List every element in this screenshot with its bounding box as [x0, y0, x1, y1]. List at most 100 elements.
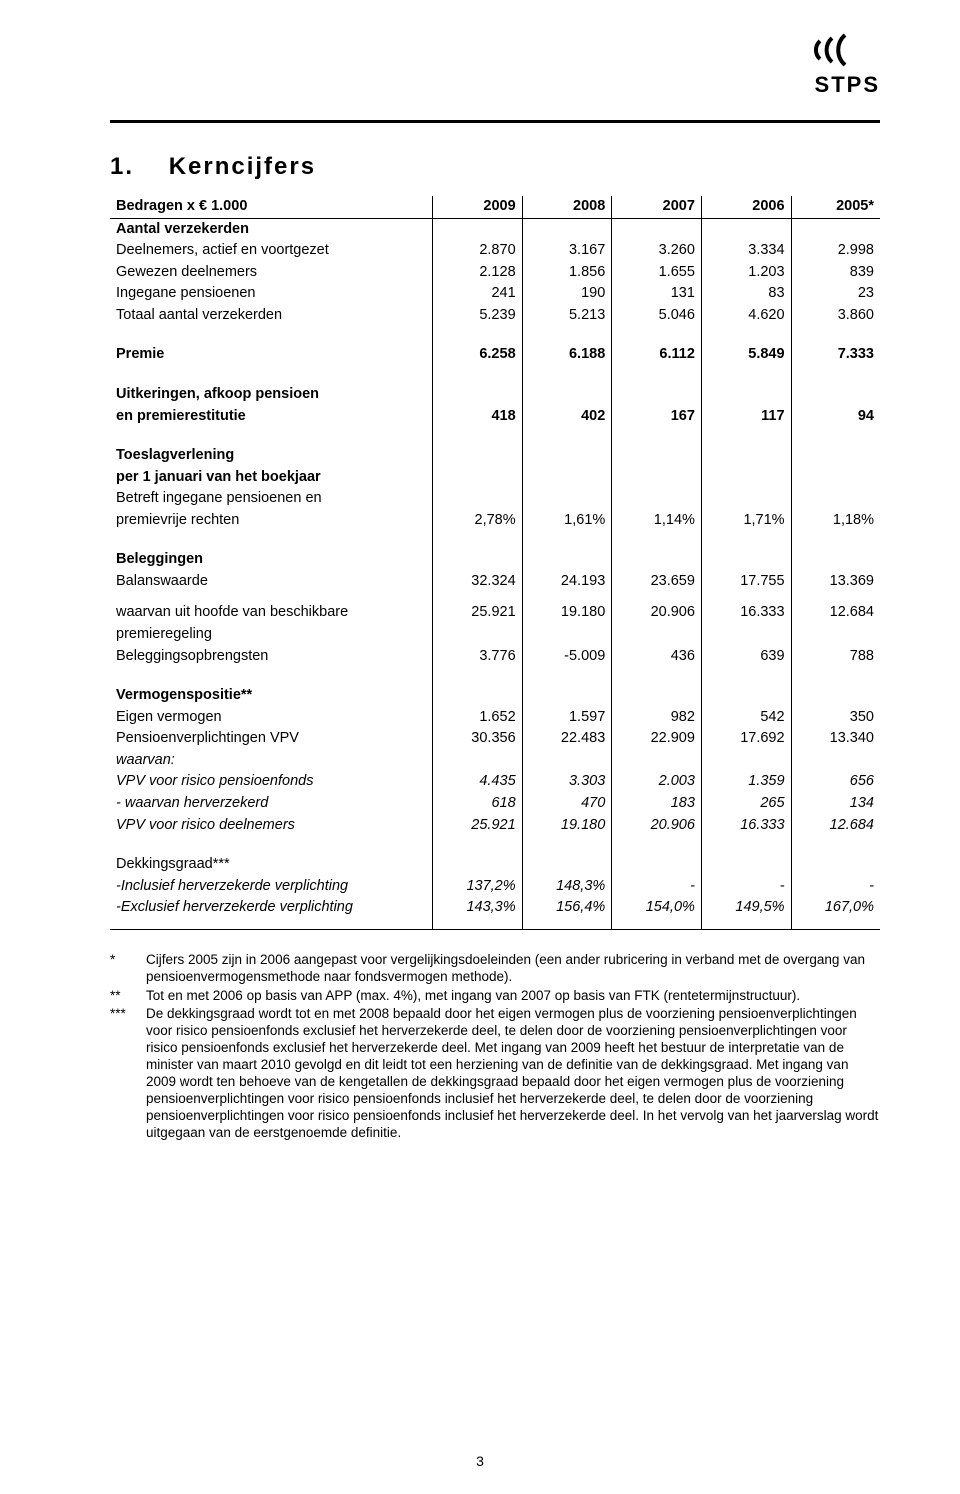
table-row: Balanswaarde 32.32424.19323.65917.75513.… — [110, 571, 880, 593]
table-cell: 6.188 — [522, 344, 612, 366]
table-cell — [612, 219, 702, 241]
table-cell — [791, 219, 880, 241]
table-cell: -5.009 — [522, 646, 612, 668]
row-label: Deelnemers, actief en voortgezet — [110, 240, 433, 262]
table-cell: 167 — [612, 406, 702, 428]
row-label: Gewezen deelnemers — [110, 262, 433, 284]
footnote-text: Cijfers 2005 zijn in 2006 aangepast voor… — [146, 952, 880, 986]
table-cell: 6.112 — [612, 344, 702, 366]
table-row: VPV voor risico deelnemers 25.92119.1802… — [110, 815, 880, 837]
table-cell: 1.655 — [612, 262, 702, 284]
table-cell — [701, 488, 791, 510]
table-cell: 618 — [433, 793, 523, 815]
table-cell: 137,2% — [433, 876, 523, 898]
table-cell: 402 — [522, 406, 612, 428]
table-cell — [791, 624, 880, 646]
spacer-row — [110, 427, 880, 445]
table-row: Beleggingsopbrengsten 3.776-5.0094366397… — [110, 646, 880, 668]
table-cell: 12.684 — [791, 602, 880, 624]
table-cell: 24.193 — [522, 571, 612, 593]
table-cell: 5.849 — [701, 344, 791, 366]
table-row: Vermogenspositie** — [110, 685, 880, 707]
table-cell — [612, 750, 702, 772]
table-row: - waarvan herverzekerd 618470183265134 — [110, 793, 880, 815]
row-label: waarvan: — [110, 750, 433, 772]
spacer-row — [110, 366, 880, 384]
table-cell — [701, 467, 791, 489]
spacer-row — [110, 667, 880, 685]
row-label: Uitkeringen, afkoop pensioen — [110, 384, 433, 406]
table-cell: 154,0% — [612, 897, 702, 919]
table-header-row: Bedragen x € 1.000 2009 2008 2007 2006 2… — [110, 196, 880, 218]
table-cell: 7.333 — [791, 344, 880, 366]
row-label: per 1 januari van het boekjaar — [110, 467, 433, 489]
table-row: Totaal aantal verzekerden 5.2395.2135.04… — [110, 305, 880, 327]
table-cell: 982 — [612, 707, 702, 729]
table-cell — [433, 685, 523, 707]
row-label: VPV voor risico deelnemers — [110, 815, 433, 837]
table-cell: 418 — [433, 406, 523, 428]
table-row: Toeslagverlening — [110, 445, 880, 467]
row-label: Balanswaarde — [110, 571, 433, 593]
table-row: Gewezen deelnemers 2.1281.8561.6551.2038… — [110, 262, 880, 284]
table-cell: 470 — [522, 793, 612, 815]
table-cell: 17.755 — [701, 571, 791, 593]
table-cell: 2.003 — [612, 771, 702, 793]
row-label: -Inclusief herverzekerde verplichting — [110, 876, 433, 898]
top-horizontal-rule — [110, 120, 880, 123]
table-cell: 5.046 — [612, 305, 702, 327]
table-cell — [791, 854, 880, 876]
table-row: Pensioenverplichtingen VPV 30.35622.4832… — [110, 728, 880, 750]
table-row: premievrije rechten 2,78%1,61%1,14%1,71%… — [110, 510, 880, 532]
table-cell — [701, 750, 791, 772]
kerncijfers-table: Bedragen x € 1.000 2009 2008 2007 2006 2… — [110, 196, 880, 930]
row-label: Beleggingen — [110, 549, 433, 571]
table-cell: 131 — [612, 283, 702, 305]
table-cell: 1.652 — [433, 707, 523, 729]
row-label: premieregeling — [110, 624, 433, 646]
table-row: waarvan uit hoofde van beschikbare 25.92… — [110, 602, 880, 624]
table-cell: 265 — [701, 793, 791, 815]
table-cell: 19.180 — [522, 815, 612, 837]
table-cell — [612, 685, 702, 707]
table-cell — [612, 488, 702, 510]
table-cell: 167,0% — [791, 897, 880, 919]
table-cell — [612, 854, 702, 876]
footnote: ** Tot en met 2006 op basis van APP (max… — [110, 988, 880, 1005]
section-number: 1. — [110, 153, 134, 180]
table-cell: 22.909 — [612, 728, 702, 750]
table-cell: 94 — [791, 406, 880, 428]
table-cell: 30.356 — [433, 728, 523, 750]
header-year: 2006 — [701, 196, 791, 218]
table-cell — [791, 685, 880, 707]
table-cell — [433, 750, 523, 772]
footnote: * Cijfers 2005 zijn in 2006 aangepast vo… — [110, 952, 880, 986]
logo: STPS — [790, 30, 880, 98]
table-cell: 1.359 — [701, 771, 791, 793]
table-cell: 190 — [522, 283, 612, 305]
row-label: - waarvan herverzekerd — [110, 793, 433, 815]
table-cell: 149,5% — [701, 897, 791, 919]
row-label: en premierestitutie — [110, 406, 433, 428]
spacer-row — [110, 592, 880, 602]
table-cell: 16.333 — [701, 602, 791, 624]
table-cell — [701, 384, 791, 406]
table-cell — [522, 549, 612, 571]
table-cell: 5.239 — [433, 305, 523, 327]
footnotes: * Cijfers 2005 zijn in 2006 aangepast vo… — [110, 952, 880, 1142]
table-cell — [701, 685, 791, 707]
table-cell: 134 — [791, 793, 880, 815]
row-label: Toeslagverlening — [110, 445, 433, 467]
table-cell: - — [701, 876, 791, 898]
table-cell: 4.620 — [701, 305, 791, 327]
table-row: -Exclusief herverzekerde verplichting 14… — [110, 897, 880, 919]
row-label: Beleggingsopbrengsten — [110, 646, 433, 668]
table-cell — [522, 750, 612, 772]
table-cell: 32.324 — [433, 571, 523, 593]
row-label: Pensioenverplichtingen VPV — [110, 728, 433, 750]
table-cell — [612, 549, 702, 571]
table-cell — [522, 467, 612, 489]
table-cell — [522, 854, 612, 876]
row-label: Ingegane pensioenen — [110, 283, 433, 305]
table-cell — [433, 219, 523, 241]
